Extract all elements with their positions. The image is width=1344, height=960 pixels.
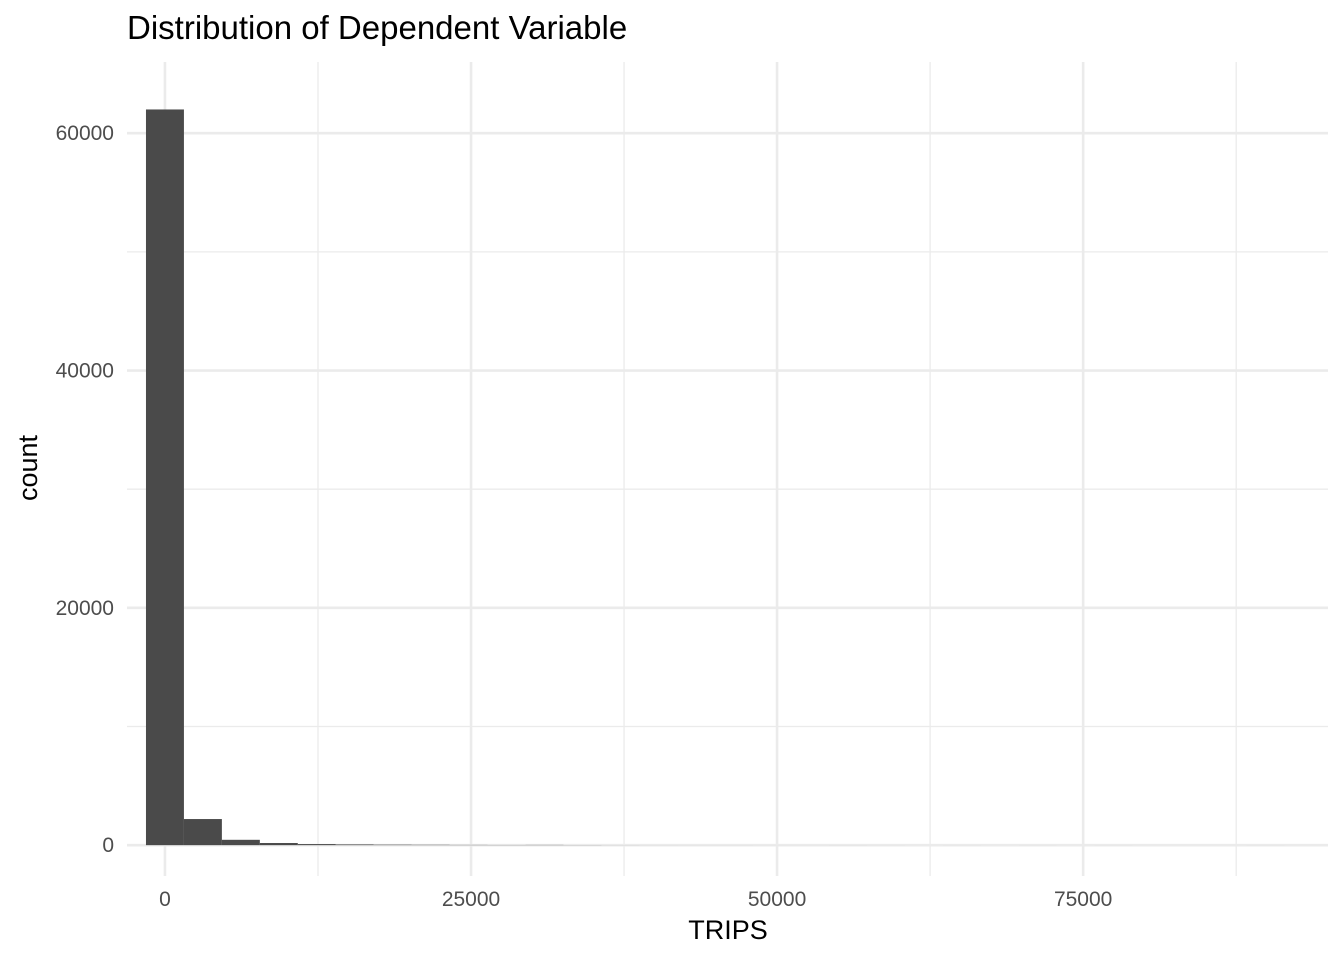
y-axis-title: count: [13, 434, 43, 501]
x-tick-label-3: 75000: [1054, 888, 1112, 911]
histogram-bars: [145, 109, 1285, 846]
x-axis-ticks: 0 25000 50000 75000: [159, 888, 1112, 911]
histogram-bar-5: [335, 844, 374, 846]
histogram-bar-0: [145, 109, 184, 846]
x-tick-label-0: 0: [159, 888, 171, 911]
y-tick-label-0: 0: [102, 834, 114, 857]
histogram-bar-1: [183, 819, 222, 846]
y-tick-label-1: 20000: [56, 597, 114, 620]
x-tick-label-2: 50000: [748, 888, 806, 911]
histogram-bar-4: [297, 844, 336, 846]
grid: [127, 62, 1328, 876]
y-axis-ticks: 0 20000 40000 60000: [56, 122, 114, 857]
y-tick-label-2: 40000: [56, 360, 114, 383]
y-tick-label-3: 60000: [56, 122, 114, 145]
histogram-bar-3: [259, 843, 298, 846]
histogram-bar-2: [221, 839, 260, 846]
x-axis-title: TRIPS: [688, 915, 768, 945]
chart-title: Distribution of Dependent Variable: [127, 9, 627, 46]
x-tick-label-1: 25000: [442, 888, 500, 911]
